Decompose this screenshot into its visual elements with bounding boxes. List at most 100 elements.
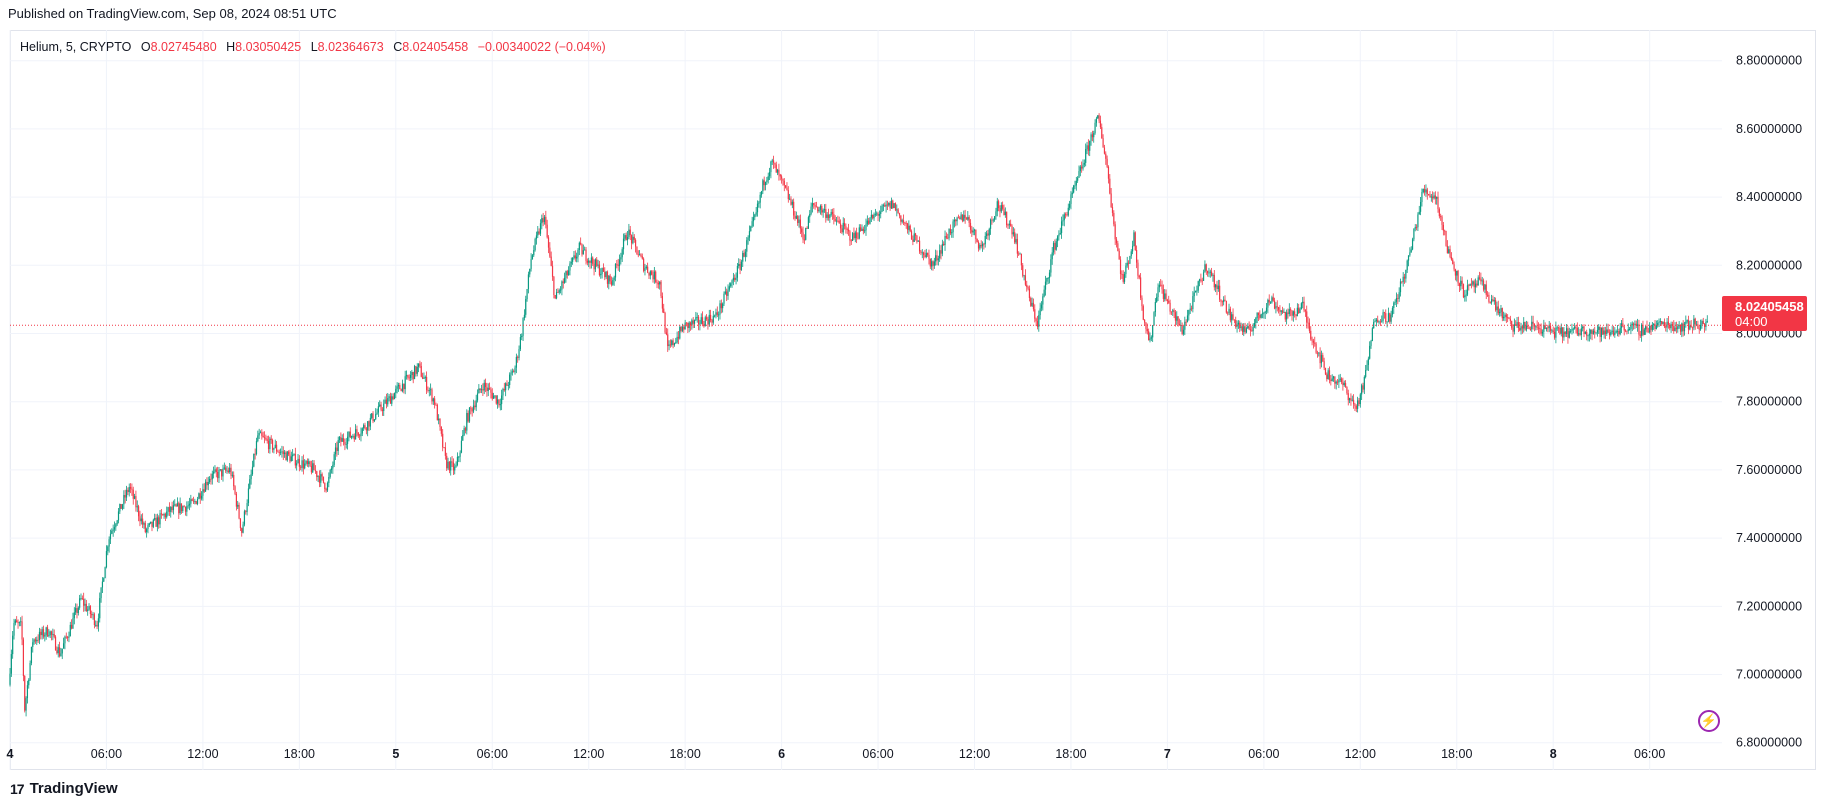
candle-body (40, 631, 42, 636)
candle-body (1509, 318, 1511, 321)
candle-body (752, 217, 755, 222)
candle-body (604, 271, 606, 278)
candle-body (1354, 404, 1356, 407)
candle-body (1541, 331, 1544, 334)
candle-body (1105, 153, 1107, 159)
candle-body (328, 476, 330, 484)
candle-body (298, 458, 300, 467)
candle-body (1219, 285, 1221, 300)
candle-body (506, 383, 508, 386)
candle-body (846, 229, 848, 231)
candle-body (421, 376, 424, 379)
candle-body (1590, 329, 1592, 334)
candle-body (1365, 369, 1367, 377)
candle-body (352, 435, 354, 437)
candle-body (1476, 283, 1478, 286)
candle-body (1339, 378, 1341, 381)
candle-body (243, 511, 246, 525)
candle-body (142, 518, 144, 525)
candle-body (239, 518, 242, 529)
x-tick-label: 18:00 (284, 747, 315, 761)
candle-body (647, 266, 649, 273)
candle-body (602, 267, 605, 272)
candle-body (1422, 189, 1424, 193)
candle-body (906, 223, 909, 230)
candle-body (1543, 325, 1545, 332)
candle-body (766, 180, 768, 182)
candle-body (679, 326, 681, 339)
candle-body (1438, 209, 1440, 217)
candle-body (1677, 326, 1679, 330)
candle-body (1679, 325, 1682, 332)
candle-body (739, 263, 741, 270)
candle-body (1097, 115, 1099, 119)
candle-body (1686, 320, 1688, 322)
candle-body (20, 621, 22, 623)
candle-body (117, 511, 120, 521)
candle-body (1232, 314, 1234, 320)
candle-body (1493, 300, 1495, 302)
candle-body (1295, 314, 1297, 317)
candle-body (1018, 253, 1020, 255)
candle-body (1265, 307, 1268, 312)
candle-body (726, 291, 728, 296)
candle-body (961, 214, 964, 221)
candle-body (989, 219, 992, 229)
candle-body (1690, 325, 1692, 328)
candle-body (1164, 293, 1166, 299)
candle-body (472, 405, 475, 412)
candle-body (219, 469, 221, 471)
tradingview-footer[interactable]: 17 TradingView (10, 780, 118, 797)
candle-body (1515, 324, 1517, 326)
candle-body (468, 407, 471, 422)
x-tick-label: 12:00 (959, 747, 990, 761)
candle-body (775, 164, 777, 173)
y-tick-label: 7.20000000 (1736, 599, 1802, 613)
candle-body (656, 282, 658, 284)
candle-body (641, 256, 643, 259)
candle-body (1499, 311, 1501, 314)
candle-body (400, 389, 402, 392)
candle-body (1320, 355, 1323, 364)
candle-body (77, 607, 79, 613)
x-tick-label: 7 (1164, 747, 1171, 761)
candle-body (892, 200, 894, 209)
candle-body (64, 636, 66, 644)
lightning-icon[interactable]: ⚡ (1698, 710, 1720, 732)
candle-body (731, 280, 733, 284)
candle-body (1012, 232, 1014, 235)
candle-body (407, 375, 409, 378)
legend-close-value: 8.02405458 (402, 40, 469, 54)
candle-body (1269, 302, 1272, 304)
candle-body (397, 385, 400, 387)
candle-body (1209, 271, 1211, 273)
candle-body (1011, 225, 1013, 235)
candle-body (306, 460, 308, 465)
candle-body (554, 294, 556, 299)
candle-body (1030, 297, 1032, 306)
candle-body (1350, 398, 1352, 401)
candle-body (541, 218, 543, 224)
candle-body (388, 396, 390, 399)
candle-body (150, 521, 152, 524)
candle-body (344, 442, 346, 445)
candle-body (1288, 309, 1290, 314)
candle-body (99, 598, 101, 619)
candle-body (466, 412, 468, 431)
candle-body (320, 474, 322, 483)
candle-body (1287, 312, 1289, 314)
candle-body (1628, 329, 1631, 330)
y-tick-label: 7.60000000 (1736, 463, 1802, 477)
candle-body (1691, 327, 1694, 329)
candle-body (258, 433, 260, 436)
candle-body (1298, 307, 1300, 314)
candle-body (1658, 321, 1660, 323)
candle-body (909, 225, 911, 232)
candle-body (803, 239, 805, 241)
candle-body (1598, 326, 1600, 330)
candle-body (413, 366, 416, 380)
candle-body (944, 236, 946, 246)
candle-body (292, 454, 294, 457)
candle-body (868, 220, 870, 224)
